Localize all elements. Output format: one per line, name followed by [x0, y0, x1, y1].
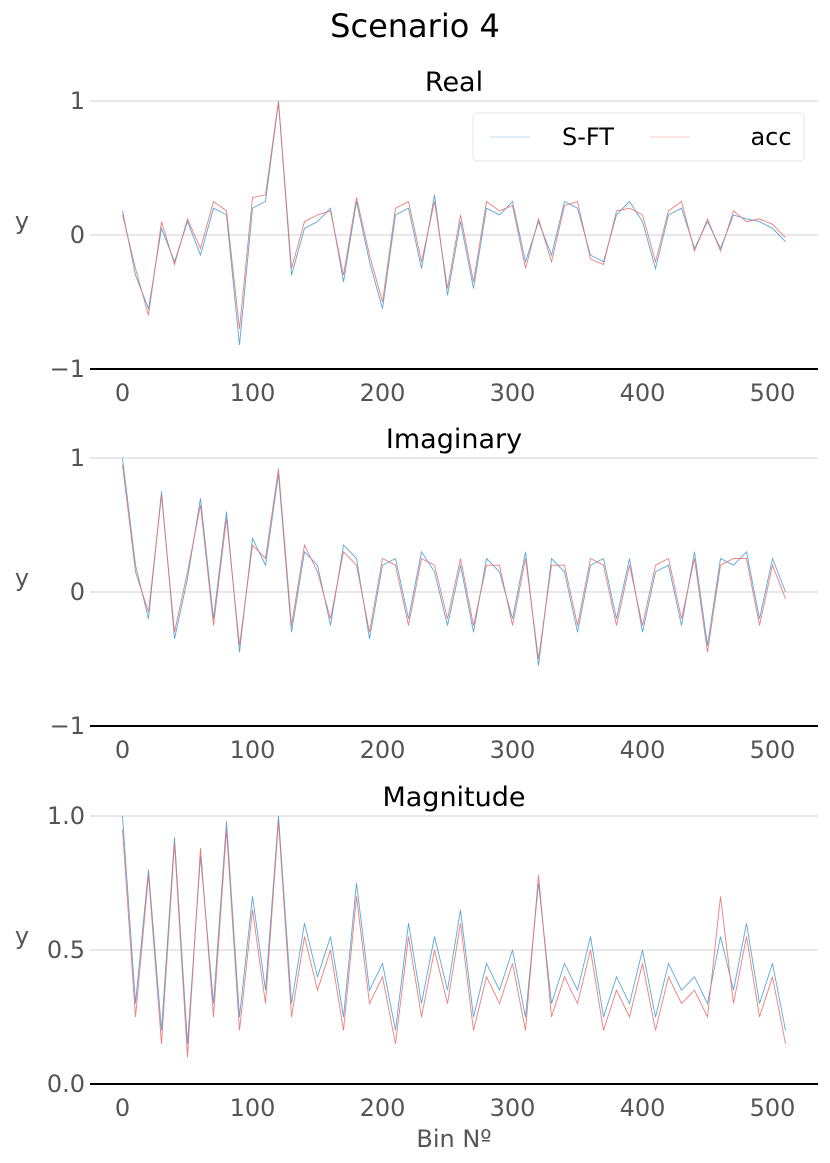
y-tick-label: 0	[70, 578, 85, 606]
y-tick-label: 1.0	[47, 802, 85, 830]
figure-title: Scenario 4	[330, 7, 500, 45]
x-axis-label: Bin Nº	[416, 1125, 491, 1153]
x-tick-label: 100	[230, 736, 276, 764]
series-line-s-ft	[122, 102, 786, 345]
panel-real: 0 100 200 300 400 500 −1 0 1 y Real S-FT acc	[15, 67, 818, 407]
y-axis-label: y	[15, 922, 29, 950]
x-tick-label: 200	[360, 1094, 406, 1122]
x-tick-label: 200	[360, 736, 406, 764]
x-tick-label: 0	[115, 736, 130, 764]
legend-frame	[472, 112, 805, 162]
x-tick-label: 300	[490, 736, 536, 764]
panel-title: Imaginary	[386, 424, 522, 455]
x-tick-label: 300	[490, 379, 536, 407]
x-tick-label: 500	[750, 379, 796, 407]
legend-label-acc: acc	[750, 123, 791, 151]
legend: S-FT acc	[472, 112, 805, 162]
series-line-s-ft	[122, 457, 786, 666]
x-tick-label: 0	[115, 1094, 130, 1122]
legend-label-s-ft: S-FT	[562, 123, 614, 151]
panel-title: Magnitude	[382, 782, 525, 813]
x-tick-label: 500	[750, 1094, 796, 1122]
y-tick-label: 0.0	[47, 1070, 85, 1098]
x-tick-label: 100	[230, 379, 276, 407]
y-tick-label: −1	[50, 355, 85, 383]
series-line-acc	[122, 100, 786, 329]
x-tick-label: 400	[620, 379, 666, 407]
series-line-acc	[122, 464, 786, 660]
y-tick-label: 0.5	[47, 936, 85, 964]
x-tick-label: 100	[230, 1094, 276, 1122]
panel-title: Real	[425, 67, 483, 98]
x-tick-label: 400	[620, 736, 666, 764]
x-tick-label: 500	[750, 736, 796, 764]
y-axis-label: y	[15, 564, 29, 592]
panel-magnitude: 0 100 200 300 400 500 0.0 0.5 1.0 y Magnitude Bin N…	[15, 782, 818, 1153]
series-line-acc	[122, 821, 786, 1058]
x-tick-label: 200	[360, 379, 406, 407]
y-tick-label: −1	[50, 712, 85, 740]
series-line-s-ft	[122, 815, 786, 1044]
x-tick-label: 0	[115, 379, 130, 407]
x-tick-label: 300	[490, 1094, 536, 1122]
panel-imaginary: 0 100 200 300 400 500 −1 0 1 y Imaginary	[15, 424, 818, 764]
y-axis-label: y	[15, 207, 29, 235]
y-tick-label: 1	[70, 444, 85, 472]
x-tick-label: 400	[620, 1094, 666, 1122]
y-tick-label: 0	[70, 221, 85, 249]
y-tick-label: 1	[70, 87, 85, 115]
